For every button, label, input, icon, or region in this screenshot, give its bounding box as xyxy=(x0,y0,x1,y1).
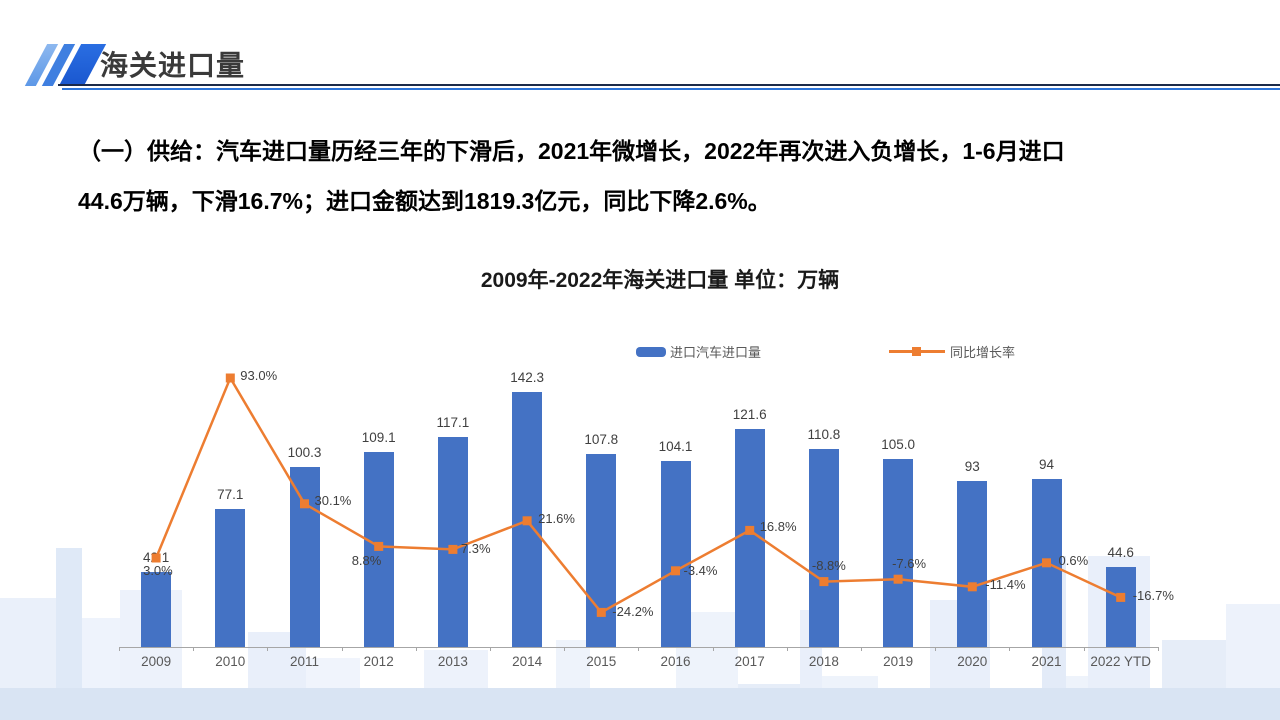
bar-2022 YTD xyxy=(1105,567,1136,647)
x-axis-tick xyxy=(564,647,566,651)
x-axis-label: 2013 xyxy=(437,654,468,669)
legend-line-label: 同比增长率 xyxy=(950,345,1016,360)
x-axis-tick xyxy=(712,647,714,651)
x-axis-label: 2022 YTD xyxy=(1090,654,1151,669)
x-axis-label: 2010 xyxy=(215,654,246,669)
bar-value-label: 107.8 xyxy=(584,432,619,448)
x-axis-tick xyxy=(861,647,862,651)
growth-rate-label: -3.4% xyxy=(683,562,718,578)
bar-value-label: 44.6 xyxy=(1107,545,1134,561)
body-text-line1: （一）供给：汽车进口量历经三年的下滑后，2021年微增长，2022年再次进入负增… xyxy=(78,138,1065,164)
line-marker xyxy=(448,544,458,554)
growth-rate-label: 93.0% xyxy=(240,368,278,383)
x-axis-label: 2011 xyxy=(289,654,320,669)
line-marker xyxy=(1116,592,1126,602)
line-marker xyxy=(819,577,829,587)
x-axis-tick xyxy=(193,647,195,651)
bar-2011 xyxy=(289,467,320,647)
chart-legend: 进口汽车进口量 同比增长率 xyxy=(636,342,1015,361)
bar-value-label: 110.8 xyxy=(807,426,841,442)
x-axis-label: 2012 xyxy=(363,654,394,669)
body-text-line2: 44.6万辆，下滑16.7%；进口金额达到1819.3亿元，同比下降2.6%。 xyxy=(78,188,771,214)
bar-value-label: 121.6 xyxy=(732,407,767,423)
growth-rate-label: -24.2% xyxy=(612,604,654,620)
bar-value-label: 142.3 xyxy=(510,370,544,386)
growth-rate-label: 30.1% xyxy=(314,492,352,508)
header-rule-blue xyxy=(62,88,1280,90)
growth-rate-label: 8.8% xyxy=(351,553,382,569)
legend-item-bar-series: 进口汽车进口量 xyxy=(636,342,761,361)
line-marker xyxy=(893,574,903,584)
x-axis-tick xyxy=(415,647,417,651)
x-axis-label: 2015 xyxy=(586,654,617,669)
x-axis-tick xyxy=(119,647,120,651)
x-axis-label: 2018 xyxy=(808,654,839,669)
page-title: 海关进口量 xyxy=(100,50,246,81)
line-marker xyxy=(374,541,384,551)
x-axis-label: 2019 xyxy=(883,654,914,669)
x-axis-tick xyxy=(1157,647,1159,651)
chart-title: 2009年-2022年海关进口量 单位：万辆 xyxy=(480,269,840,292)
bar-2018 xyxy=(808,448,839,647)
line-marker xyxy=(967,582,977,592)
legend-item-line-series: 同比增长率 xyxy=(889,342,1015,361)
bar-2009 xyxy=(141,571,172,647)
line-marker xyxy=(745,525,755,535)
line-marker xyxy=(151,553,161,563)
bar-2010 xyxy=(215,508,246,647)
x-axis-label: 2014 xyxy=(512,654,543,669)
x-axis-tick xyxy=(341,647,343,651)
x-axis-tick xyxy=(638,647,640,651)
growth-rate-label: 0.6% xyxy=(1058,552,1089,568)
line-marker xyxy=(671,566,680,576)
line-series-swatch-icon xyxy=(889,347,946,356)
growth-rate-label: 21.6% xyxy=(538,510,575,526)
header-rule-dark xyxy=(58,84,1280,86)
bar-series-swatch-icon xyxy=(636,346,666,357)
x-axis-tick xyxy=(267,647,269,651)
bar-value-label: 94 xyxy=(1038,456,1055,472)
bar-value-label: 104.1 xyxy=(658,438,693,454)
bar-value-label: 117.1 xyxy=(436,415,470,431)
bar-value-label: 105.0 xyxy=(881,437,915,453)
x-axis-label: 2009 xyxy=(141,654,172,669)
bar-value-label: 93 xyxy=(964,458,980,474)
x-axis-tick xyxy=(1083,647,1085,651)
x-axis-tick xyxy=(786,647,788,651)
x-axis-label: 2016 xyxy=(660,654,691,669)
x-axis-tick xyxy=(935,647,937,651)
bar-value-label: 109.1 xyxy=(361,429,396,445)
x-axis-label: 2020 xyxy=(957,654,988,669)
growth-rate-label: -8.8% xyxy=(811,557,846,573)
line-marker xyxy=(596,607,606,617)
bar-value-label: 100.3 xyxy=(287,445,322,461)
background-decor-block xyxy=(0,688,1280,720)
bar-2016 xyxy=(660,460,691,647)
bar-value-label: 77.1 xyxy=(217,486,244,502)
bar-2020 xyxy=(957,480,988,647)
growth-rate-label: 16.8% xyxy=(759,519,797,535)
line-marker xyxy=(225,373,235,383)
line-marker xyxy=(300,499,309,509)
growth-rate-label: 7.3% xyxy=(460,541,491,557)
x-axis-tick xyxy=(1009,647,1011,651)
growth-rate-label: -11.4% xyxy=(985,576,1026,592)
x-axis-label: 2017 xyxy=(734,654,765,669)
bar-2019 xyxy=(883,459,914,647)
legend-bar-label: 进口汽车进口量 xyxy=(670,345,762,360)
line-marker xyxy=(1042,558,1051,568)
x-axis-label: 2021 xyxy=(1031,654,1062,669)
growth-rate-label: 3.0% xyxy=(143,563,173,578)
line-marker xyxy=(522,516,532,526)
growth-rate-label: -7.6% xyxy=(892,556,927,572)
growth-rate-label: -16.7% xyxy=(1132,588,1174,604)
bar-2013 xyxy=(437,437,468,647)
x-axis-tick xyxy=(490,647,491,651)
